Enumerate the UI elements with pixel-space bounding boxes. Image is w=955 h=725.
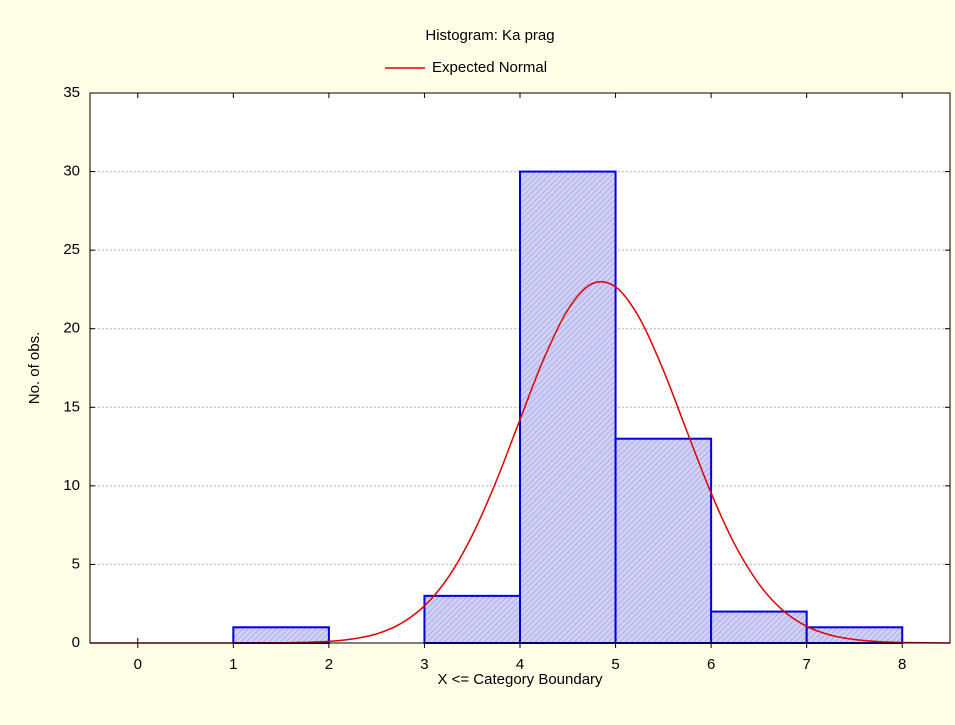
y-tick-label: 15 bbox=[63, 398, 80, 415]
bar bbox=[423, 594, 522, 644]
bar bbox=[805, 626, 904, 644]
y-tick-label: 25 bbox=[63, 241, 80, 258]
y-tick-label: 10 bbox=[63, 477, 80, 494]
x-axis-label: X <= Category Boundary bbox=[437, 671, 603, 688]
y-tick-label: 20 bbox=[63, 320, 80, 337]
y-axis-label: No. of obs. bbox=[26, 332, 43, 405]
y-tick-label: 5 bbox=[72, 555, 80, 572]
bar bbox=[710, 610, 808, 644]
bar bbox=[232, 626, 330, 644]
y-tick-label: 30 bbox=[63, 163, 80, 180]
x-tick-label: 6 bbox=[707, 656, 715, 673]
y-tick-label: 35 bbox=[63, 84, 80, 101]
bar bbox=[519, 170, 617, 644]
legend-label: Expected Normal bbox=[432, 59, 547, 76]
x-tick-label: 4 bbox=[516, 656, 524, 673]
x-tick-label: 2 bbox=[325, 656, 333, 673]
x-tick-label: 5 bbox=[611, 656, 619, 673]
plot-frame bbox=[89, 92, 951, 644]
chart-title: Histogram: Ka prag bbox=[425, 27, 554, 44]
x-tick-label: 3 bbox=[420, 656, 428, 673]
x-tick-label: 7 bbox=[802, 656, 810, 673]
x-tick-label: 0 bbox=[134, 656, 142, 673]
x-tick-label: 1 bbox=[229, 656, 237, 673]
x-tick-label: 8 bbox=[898, 656, 906, 673]
normal-curve bbox=[89, 280, 951, 644]
bar bbox=[614, 437, 713, 645]
y-tick-label: 0 bbox=[72, 634, 80, 651]
